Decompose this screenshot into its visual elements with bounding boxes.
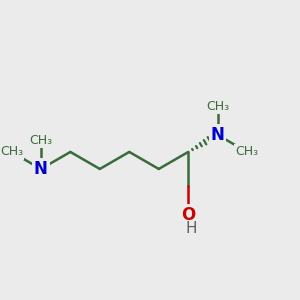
Text: N: N — [211, 126, 225, 144]
Text: CH₃: CH₃ — [0, 146, 23, 158]
Text: O: O — [181, 206, 195, 224]
Text: CH₃: CH₃ — [29, 134, 52, 146]
Text: CH₃: CH₃ — [236, 146, 259, 158]
Text: H: H — [185, 221, 197, 236]
Text: N: N — [34, 160, 48, 178]
Text: CH₃: CH₃ — [206, 100, 229, 112]
